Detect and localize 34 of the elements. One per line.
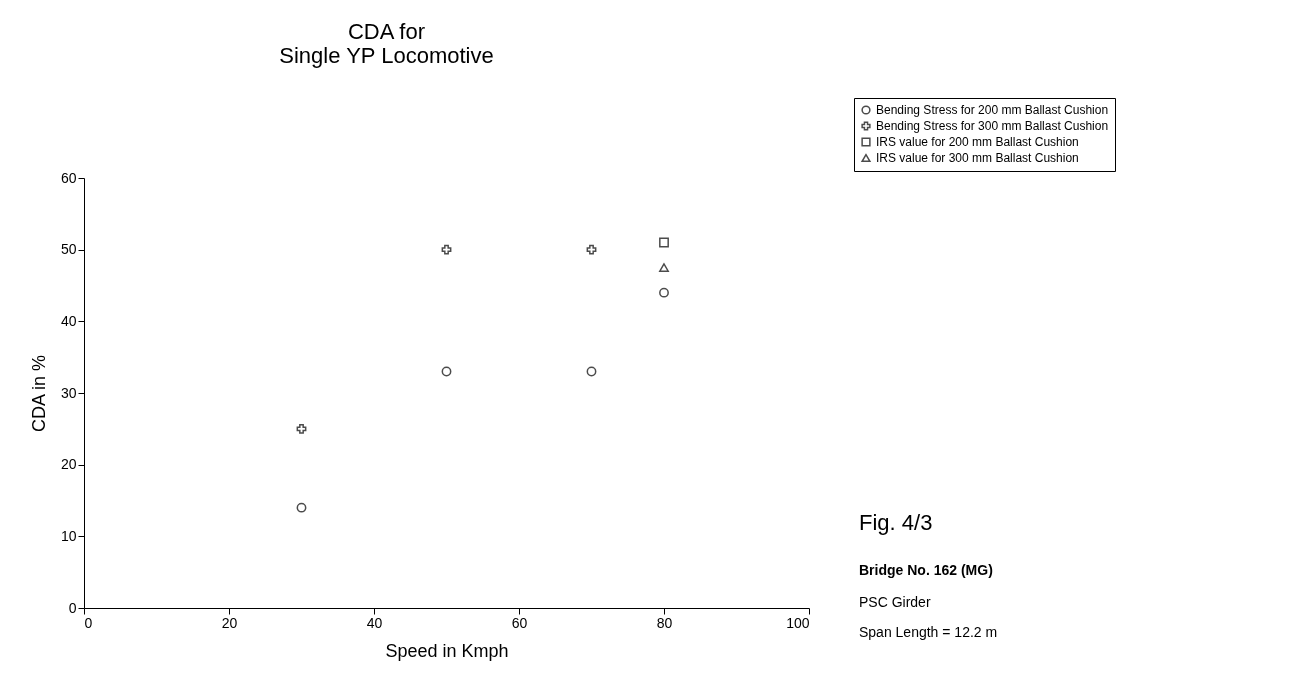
text: Span Length = 12.2 m <box>859 624 998 640</box>
y-tick-label: 50 <box>60 241 77 258</box>
legend-label: Bending Stress for 200 mm Ballast Cushion <box>876 103 1109 117</box>
point <box>296 502 307 513</box>
point <box>441 244 452 255</box>
y-tick-label: 10 <box>60 527 77 544</box>
x-tick-label: 60 <box>511 614 528 631</box>
x-tick-label: 80 <box>656 614 673 631</box>
y-tick-label: 40 <box>60 312 77 329</box>
x-tick-label: 0 <box>84 614 93 631</box>
point <box>296 423 307 434</box>
x-tick-label: 100 <box>786 614 810 631</box>
y-tick-label: 60 <box>60 169 77 186</box>
text: Single YP Locomotive <box>279 42 494 68</box>
point <box>659 287 669 298</box>
y-tick-label: 30 <box>60 384 77 401</box>
text: Bridge No. 162 (MG) <box>859 562 993 578</box>
text: CDA for <box>347 18 426 44</box>
point <box>441 366 452 377</box>
y-axis-title: CDA in % <box>28 354 49 433</box>
x-tick-label: 20 <box>221 614 238 631</box>
point <box>586 244 597 255</box>
caption: Fig. 4/3 <box>859 510 933 535</box>
point <box>659 263 669 272</box>
legend-label: IRS value for 300 mm Ballast Cushion <box>876 151 1079 165</box>
legend-label: IRS value for 200 mm Ballast Cushion <box>876 135 1079 149</box>
y-tick-label: 0 <box>68 599 77 616</box>
point <box>586 366 597 377</box>
legend-label: Bending Stress for 300 mm Ballast Cushion <box>876 119 1109 133</box>
y-tick-label: 20 <box>60 456 77 473</box>
x-axis-title: Speed in Kmph <box>385 640 509 661</box>
text: PSC Girder <box>859 594 931 610</box>
point <box>659 237 669 248</box>
x-tick-label: 40 <box>366 614 383 631</box>
